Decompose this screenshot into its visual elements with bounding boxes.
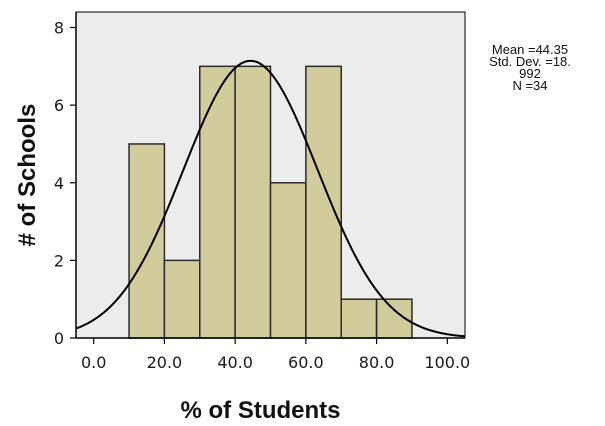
histogram-bar-6: [305, 65, 342, 339]
histogram-bar-7: [340, 298, 378, 339]
stats-sd: Std. Dev. =18.: [489, 54, 571, 69]
x-tick-label: 0.0: [81, 353, 106, 372]
y-tick-label: 6: [54, 96, 64, 115]
histogram-bar-4: [234, 65, 272, 339]
x-axis-ticks: 0.0 20.0 40.0 60.0 80.0 100.0: [81, 338, 470, 372]
histogram-bars: [128, 65, 413, 339]
y-tick-label: 0: [54, 329, 64, 348]
y-tick-label: 2: [54, 251, 64, 270]
x-tick-label: 20.0: [147, 353, 183, 372]
stats-legend: Mean =44.35 Std. Dev. =18. 992 N =34: [478, 42, 582, 93]
y-axis-ticks: 0 2 4 6 8: [54, 19, 76, 348]
x-tick-label: 100.0: [424, 353, 470, 372]
x-tick-label: 80.0: [359, 353, 395, 372]
axes: [75, 12, 465, 339]
stats-mean: Mean =44.35: [491, 42, 569, 57]
x-tick-label: 60.0: [288, 353, 324, 372]
stats-n: N =34: [512, 78, 548, 93]
histogram-bar-1: [128, 143, 166, 339]
histogram-bar-3: [199, 65, 236, 339]
x-axis-title: % of Students: [181, 397, 341, 424]
histogram-bar-2: [163, 259, 201, 339]
stats-sd-cont: 992: [519, 66, 541, 81]
y-tick-label: 4: [54, 174, 64, 193]
y-tick-label: 8: [54, 19, 64, 38]
y-axis-title: # of Schools: [14, 104, 41, 247]
histogram-bar-5: [269, 182, 307, 339]
x-tick-label: 40.0: [217, 353, 253, 372]
normal-curve: [75, 59, 466, 338]
